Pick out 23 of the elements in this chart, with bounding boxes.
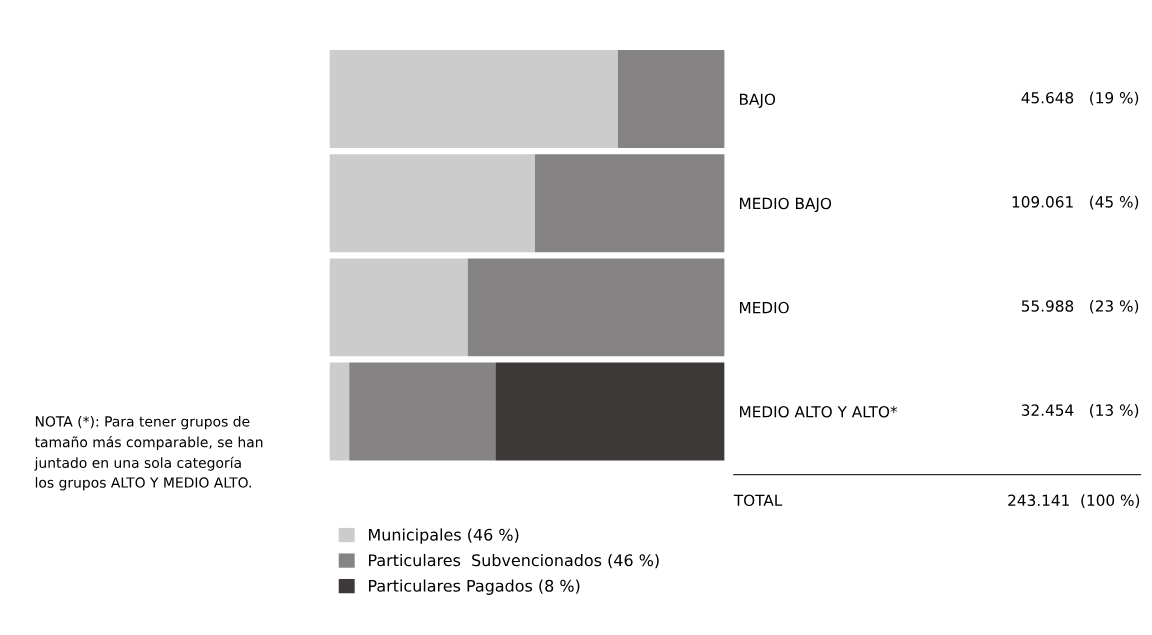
text: NOTA (*): Para tener grupos de tamaño más comparable, se han juntado en una sola categoría los grupos ALTO Y MEDIO ALTO. [34,415,263,491]
bar [495,362,725,461]
text: 32.454 (13 %) [1021,404,1139,418]
legend-label: Municipales (46 %) [369,528,519,544]
bar [329,362,350,461]
y-tick-label: MEDIO ALTO Y ALTO* [740,405,898,418]
bar [617,50,725,149]
bar [329,258,468,357]
bar [329,154,535,253]
y-tick-label: BAJO [740,93,776,108]
text: 55.988 (23 %) [1021,299,1139,314]
bar [534,154,725,253]
text: 243.141 (100 %) [1008,494,1140,508]
legend-label: Particulares Subvencionados (46 %) [369,553,659,569]
text: TOTAL [733,494,783,507]
text: 109.061 (45 %) [1012,195,1139,210]
legend-label: Particulares Pagados (8 %) [369,579,580,595]
text: 45.648 (19 %) [1021,91,1139,106]
bar [329,50,618,149]
y-tick-label: MEDIO [740,301,789,314]
y-tick-label: MEDIO BAJO [740,197,832,213]
bar [349,362,496,461]
bar [467,258,725,357]
